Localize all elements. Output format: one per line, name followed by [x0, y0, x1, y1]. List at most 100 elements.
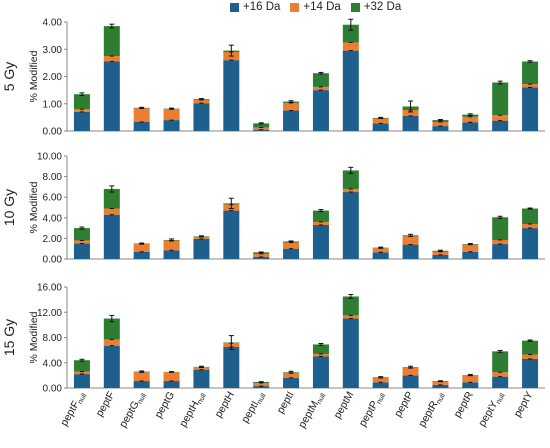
- bar-0-peptY_null-2: [492, 82, 508, 115]
- legend: +16 Da +14 Da +32 Da: [230, 1, 401, 13]
- x-tick-label-subscript: null: [316, 392, 328, 405]
- legend-item-32da: +32 Da: [351, 1, 401, 13]
- bar-0-peptF-2: [104, 26, 120, 56]
- bar-0-peptR_null-0: [432, 126, 448, 131]
- x-tick-label-base: peptR: [452, 389, 477, 420]
- y-tick-label-2-4: 16.00: [37, 283, 62, 294]
- y-tick-label-1-5: 10.00: [37, 152, 62, 163]
- bar-1-peptP-0: [403, 245, 419, 259]
- y-tick-label-2-3: 12.00: [37, 308, 62, 319]
- y-tick-label-0-3: 3.00: [43, 45, 63, 56]
- bar-0-peptM-1: [343, 42, 359, 50]
- bar-2-peptH-0: [223, 347, 239, 388]
- x-tick-label-base: peptM: [331, 390, 356, 421]
- x-tick-label-subscript: null: [435, 392, 447, 405]
- bar-2-peptF_null-2: [74, 360, 90, 371]
- x-tick-label-base: peptI: [275, 390, 297, 416]
- bar-0-peptH-0: [223, 60, 239, 131]
- bar-2-peptI-0: [283, 378, 299, 388]
- bar-2-peptM-0: [343, 319, 359, 388]
- bar-1-peptH-0: [223, 211, 239, 259]
- bar-1-peptF-0: [104, 215, 120, 259]
- legend-label-14da: +14 Da: [303, 1, 340, 13]
- y-axis-title-0: % Modified: [28, 50, 40, 102]
- bar-2-peptF_null-0: [74, 374, 90, 388]
- legend-item-16da: +16 Da: [230, 1, 280, 13]
- bar-2-peptY_null-1: [492, 372, 508, 376]
- legend-label-16da: +16 Da: [243, 1, 280, 13]
- x-tick-label-peptP: peptP: [392, 390, 416, 420]
- bar-2-peptG-1: [164, 372, 180, 381]
- bar-0-peptR_null-1: [432, 122, 448, 126]
- bar-2-peptY-2: [522, 341, 538, 355]
- y-tick-label-1-4: 8.00: [43, 172, 63, 183]
- bar-2-peptY_null-0: [492, 377, 508, 388]
- bar-1-peptP_null-1: [373, 248, 389, 252]
- bar-2-peptP_null-1: [373, 378, 389, 382]
- bar-0-peptI-1: [283, 103, 299, 111]
- y-axis-title-2: % Modified: [28, 311, 40, 363]
- y-tick-label-1-0: 0.00: [43, 255, 63, 266]
- panel-label-1: 10 Gy: [1, 189, 17, 226]
- x-tick-label-base: peptH: [213, 390, 237, 420]
- bar-2-peptP-0: [403, 375, 419, 388]
- bar-2-peptR-0: [462, 382, 478, 388]
- bar-1-peptH_null-0: [193, 239, 209, 259]
- legend-label-32da: +32 Da: [364, 1, 401, 13]
- x-tick-label-subscript: null: [495, 392, 507, 405]
- bar-2-peptY_null-2: [492, 351, 508, 372]
- bar-0-peptY_null-0: [492, 121, 508, 131]
- bar-1-peptY-0: [522, 228, 538, 259]
- bar-0-peptP_null-0: [373, 123, 389, 131]
- bar-0-peptG_null-0: [134, 122, 150, 131]
- bar-1-peptG_null-0: [134, 252, 150, 259]
- bar-1-peptR_null-0: [432, 255, 448, 259]
- x-tick-label-base: peptP: [392, 390, 416, 420]
- y-tick-label-0-2: 2.00: [43, 72, 63, 83]
- bar-1-peptY_null-1: [492, 240, 508, 244]
- panel-label-2: 15 Gy: [1, 319, 17, 356]
- x-tick-label-peptM: peptM: [331, 390, 356, 421]
- bar-0-peptY-2: [522, 62, 538, 85]
- x-tick-label-peptP_null: peptPnull: [357, 389, 388, 429]
- bar-1-peptI-0: [283, 249, 299, 259]
- bar-0-peptH_null-0: [193, 103, 209, 131]
- bar-0-peptI-0: [283, 111, 299, 131]
- x-tick-label-peptR: peptR: [452, 389, 477, 420]
- x-tick-label-subscript: null: [376, 392, 388, 405]
- legend-swatch-14da: [290, 3, 299, 12]
- bar-1-peptM-0: [343, 192, 359, 259]
- bar-0-peptF_null-0: [74, 112, 90, 131]
- bar-0-peptY_null-1: [492, 115, 508, 120]
- bar-1-peptY_null-2: [492, 217, 508, 240]
- bar-1-peptF_null-2: [74, 228, 90, 240]
- bar-1-peptR-0: [462, 252, 478, 259]
- bar-2-peptP_null-0: [373, 382, 389, 388]
- bar-1-peptG-0: [164, 250, 180, 259]
- y-tick-label-1-1: 2.00: [43, 234, 63, 245]
- x-tick-label-peptI_null: peptInull: [239, 389, 268, 426]
- x-tick-label-peptF: peptF: [94, 390, 118, 419]
- x-tick-label-peptR_null: peptRnull: [416, 389, 447, 430]
- bar-1-peptG-1: [164, 240, 180, 250]
- bar-1-peptY-2: [522, 209, 538, 224]
- x-tick-label-peptG: peptG: [152, 390, 177, 421]
- bar-1-peptG_null-1: [134, 244, 150, 252]
- bar-2-peptH_null-0: [193, 370, 209, 388]
- bar-0-peptF-0: [104, 62, 120, 131]
- y-tick-label-2-1: 4.00: [43, 358, 63, 369]
- bar-2-peptM-2: [343, 296, 359, 315]
- x-tick-label-peptY_null: peptYnull: [476, 389, 507, 429]
- bar-0-peptM_null-0: [313, 90, 329, 131]
- bar-0-peptF-1: [104, 56, 120, 61]
- legend-swatch-32da: [351, 3, 360, 12]
- bar-1-peptP_null-0: [373, 252, 389, 259]
- x-tick-label-subscript: null: [137, 392, 149, 405]
- x-tick-label-subscript: null: [196, 392, 208, 405]
- panel-label-0: 5 Gy: [1, 62, 17, 92]
- bar-2-peptY-1: [522, 355, 538, 359]
- bar-1-peptM_null-2: [313, 211, 329, 222]
- bar-2-peptM_null-0: [313, 356, 329, 388]
